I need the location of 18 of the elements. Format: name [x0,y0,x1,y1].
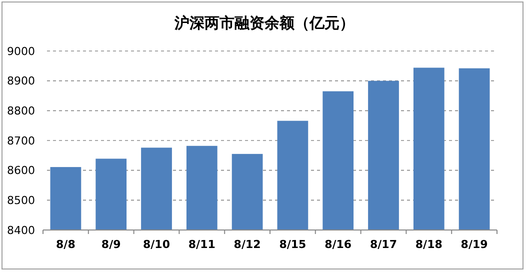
x-tick-label: 8/15 [279,238,306,251]
x-tick-label: 8/16 [324,238,352,251]
x-tick-label: 8/19 [460,238,488,251]
x-tick-label: 8/11 [188,238,216,251]
y-tick-label: 8400 [7,224,35,237]
x-tick-label: 8/12 [234,238,261,251]
y-tick-label: 8500 [7,194,35,208]
x-tick-label: 8/8 [56,238,76,251]
y-tick-label: 8700 [7,134,35,148]
y-tick-label: 9000 [7,44,35,58]
y-tick-label: 8600 [7,164,35,178]
x-tick-label: 8/9 [101,238,121,251]
chart-title: 沪深两市融资余额（亿元） [174,14,354,32]
y-tick-label: 8900 [7,74,35,88]
y-tick-label: 8800 [7,104,35,118]
x-tick-label: 8/17 [370,238,397,251]
x-tick-label: 8/10 [143,238,170,251]
x-tick-label: 8/18 [415,238,442,251]
